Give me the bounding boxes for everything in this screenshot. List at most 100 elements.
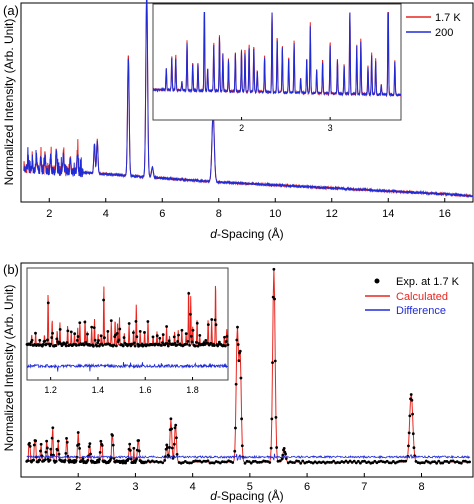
inset-x-tick-label: 3 xyxy=(328,123,333,133)
panel-a-traces xyxy=(23,0,474,199)
exp-data-point xyxy=(165,443,169,447)
exp-data-point xyxy=(223,460,226,464)
exp-data-point xyxy=(74,459,78,463)
inset-exp-data-point xyxy=(206,323,210,327)
exp-data-point xyxy=(45,439,49,443)
legend-label-1-7k: 1.7 K xyxy=(435,12,461,24)
exp-data-point xyxy=(336,461,340,464)
exp-data-point xyxy=(45,446,49,450)
exp-data-point xyxy=(274,416,278,419)
inset-exp-data-point xyxy=(190,340,194,344)
exp-data-point xyxy=(39,449,42,453)
panel-b-label: (b) xyxy=(3,262,19,277)
exp-data-point xyxy=(56,448,60,452)
exp-data-point xyxy=(174,423,178,427)
exp-data-point xyxy=(321,460,325,464)
exp-data-point xyxy=(249,461,253,465)
exp-data-point xyxy=(87,445,91,449)
exp-data-point xyxy=(247,460,251,463)
exp-data-point xyxy=(169,417,173,421)
inset-exp-data-point xyxy=(138,330,142,333)
exp-data-point xyxy=(166,446,169,449)
panel-b-inset-frame xyxy=(26,267,229,381)
inset-exp-data-point xyxy=(189,312,192,316)
exp-data-point xyxy=(411,432,415,436)
exp-data-point xyxy=(28,441,31,445)
inset-exp-data-point xyxy=(127,322,131,325)
exp-data-point xyxy=(443,459,447,463)
panel-a-chart: (a) 2 4 6 8 10 12 14 16 Normalized Intensity (A… xyxy=(2,0,474,241)
exp-data-point xyxy=(328,460,331,464)
inset-exp-data-point xyxy=(92,344,95,348)
inset-exp-data-point xyxy=(158,336,162,340)
exp-data-point xyxy=(126,457,130,461)
exp-data-point xyxy=(234,426,237,430)
exp-data-point xyxy=(424,459,428,463)
inset-exp-data-point xyxy=(76,335,80,338)
exp-data-point xyxy=(301,459,305,463)
exp-data-point xyxy=(206,459,210,463)
exp-data-point xyxy=(431,460,434,464)
inset-exp-data-point xyxy=(210,318,214,321)
exp-data-point xyxy=(28,444,32,448)
exp-data-point xyxy=(330,460,333,464)
exp-data-point xyxy=(137,439,141,442)
inset-exp-data-point xyxy=(49,342,53,346)
exp-data-point xyxy=(202,459,206,463)
x-tick-label: 8 xyxy=(216,208,222,220)
panel-a-legend: 1.7 K 200 xyxy=(406,12,461,39)
exp-data-point xyxy=(81,457,85,460)
inset-exp-data-point xyxy=(225,334,229,338)
inset-exp-data-point xyxy=(132,341,136,345)
exp-data-point xyxy=(185,461,189,464)
exp-data-point xyxy=(237,359,241,363)
panel-b-x-axis-title-rest: -Spacing (Å) xyxy=(217,488,284,503)
inset-exp-data-point xyxy=(161,333,165,337)
inset-exp-data-point xyxy=(54,344,58,348)
inset-exp-data-point xyxy=(175,343,179,347)
exp-data-point xyxy=(439,461,443,465)
exp-data-point xyxy=(411,412,414,416)
exp-data-point xyxy=(196,459,200,463)
inset-exp-data-point xyxy=(187,291,191,295)
series-difference-line xyxy=(26,453,471,462)
exp-data-point xyxy=(175,436,178,440)
exp-data-point xyxy=(236,325,239,329)
exp-data-point xyxy=(271,361,274,365)
exp-data-point xyxy=(208,461,212,465)
inset-series-200-line xyxy=(152,12,402,98)
series-200-line xyxy=(23,0,474,198)
exp-data-point xyxy=(348,459,352,463)
inset-exp-data-point xyxy=(184,332,188,336)
exp-data-point xyxy=(433,460,436,464)
exp-data-point xyxy=(299,461,303,465)
exp-data-point xyxy=(32,458,35,462)
inset-x-tick-label: 1.2 xyxy=(44,385,57,395)
inset-exp-data-point xyxy=(177,333,180,337)
exp-data-point xyxy=(239,376,243,380)
panel-a-x-ticks: 2 4 6 8 10 12 14 16 xyxy=(46,198,451,220)
inset-series-difference-line xyxy=(26,362,228,372)
inset-exp-data-point xyxy=(46,338,49,342)
exp-data-point xyxy=(391,460,395,463)
exp-data-point xyxy=(137,449,141,453)
inset-exp-data-point xyxy=(69,330,73,334)
exp-data-point xyxy=(269,446,273,450)
exp-data-point xyxy=(128,442,132,446)
inset-exp-data-point xyxy=(115,331,119,335)
exp-data-point xyxy=(229,460,233,463)
exp-data-point xyxy=(297,459,301,463)
exp-data-point xyxy=(132,446,136,450)
exp-data-point xyxy=(26,459,30,462)
inset-exp-data-point xyxy=(114,344,118,348)
exp-data-point xyxy=(243,461,247,465)
exp-data-point xyxy=(78,447,81,450)
inset-exp-data-point xyxy=(82,343,86,347)
inset-exp-data-point xyxy=(189,334,193,338)
x-tick-label: 2 xyxy=(46,208,52,220)
inset-exp-data-point xyxy=(134,320,138,323)
inset-exp-data-point xyxy=(143,331,146,334)
exp-data-point xyxy=(281,453,285,457)
inset-exp-data-point xyxy=(180,328,184,332)
